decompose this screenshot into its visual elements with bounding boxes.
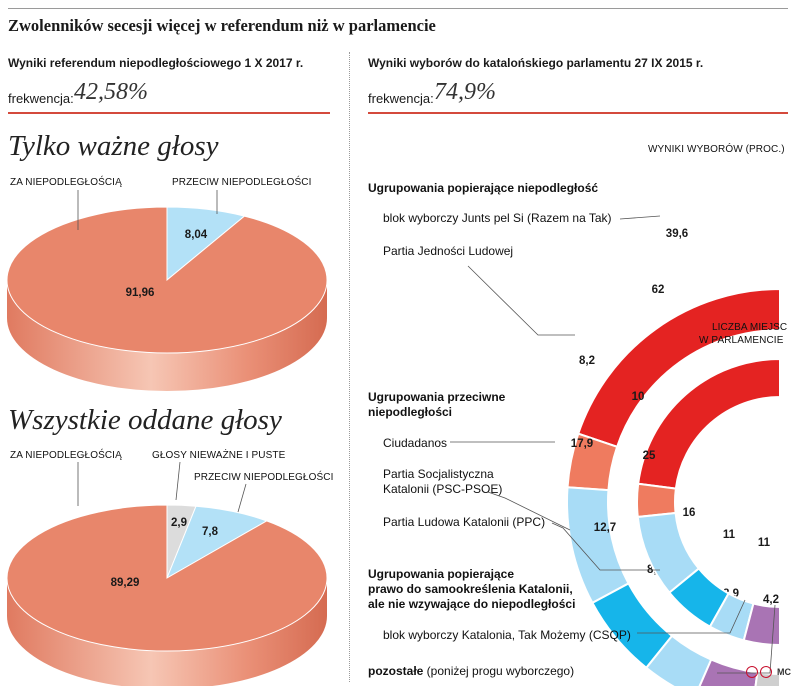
inner-ring-label-1: LICZBA MIEJSC (712, 322, 788, 333)
credit: MC (777, 667, 791, 677)
copyright-icon (760, 666, 772, 678)
right-red-rule (368, 112, 788, 114)
pie1-value-1: 91,96 (126, 287, 155, 299)
pie1-value-0: 8,04 (185, 229, 208, 241)
pie-valid-votes: 8,04 91,96 (6, 206, 328, 391)
left-subtitle: Wyniki referendum niepodległościowego 1 … (8, 56, 304, 70)
party-ppc-label: Partia Ludowa Katalonii (PPC) (383, 515, 546, 529)
party-csqp-label: blok wyborczy Katalonia, Tak Możemy (CSQ… (383, 628, 631, 642)
party-cup-label: Partia Jedności Ludowej (383, 244, 514, 258)
pie-all-votes: 2,9 7,8 89,29 (6, 504, 328, 686)
pie1-yes-label: ZA NIEPODLEGŁOŚCIĄ (10, 177, 122, 188)
party-jxsi-label: blok wyborczy Junts pel Si (Razem na Tak… (383, 211, 612, 225)
pie-leader-3 (175, 461, 181, 501)
pie2-value-2: 89,29 (111, 577, 140, 589)
inner-value-0: 62 (652, 284, 665, 296)
outer-value-6: 4,2 (763, 594, 779, 606)
outer-ring-label: WYNIKI WYBORÓW (PROC.) (648, 144, 785, 155)
right-turnout-value: 74,9% (434, 79, 496, 105)
group-other: pozostałe (poniżej progu wyborczego) (368, 664, 574, 678)
pie2-invalid-label: GŁOSY NIEWAŻNE I PUSTE (152, 450, 286, 461)
pie1-no-label: PRZECIW NIEPODLEGŁOŚCI (172, 177, 312, 188)
inner-segment-5 (742, 602, 781, 647)
pie2-no-label: PRZECIW NIEPODLEGŁOŚCI (194, 472, 334, 483)
pie2-value-0: 2,9 (171, 517, 187, 529)
inner-value-1: 10 (632, 391, 645, 403)
inner-value-3: 16 (683, 507, 696, 519)
pie1-slice-1 (6, 206, 328, 354)
party-psc-label-1: Partia Socjalistyczna (383, 467, 494, 481)
outer-segment-2 (566, 486, 630, 605)
group-third-3: ale nie wzywające do niepodległości (368, 597, 576, 611)
section-valid-title: Tylko ważne głosy (8, 130, 219, 162)
inner-ring-label-2: W PARLAMENCIE (699, 335, 784, 346)
pie-leader-4 (237, 483, 247, 513)
pie2-side (7, 578, 327, 686)
outer-value-0: 39,6 (666, 228, 688, 240)
page-title: Zwolenników secesji więcej w referendum … (8, 16, 436, 35)
ring-leader-3 (487, 491, 571, 531)
inner-value-4: 11 (723, 529, 736, 541)
top-rule (8, 8, 788, 9)
group-other-bold: pozostałe (368, 664, 424, 678)
pie-charts-left: 8,04 91,96 2,9 7,8 89,29 (6, 190, 328, 686)
party-psc-label-2: Katalonii (PSC-PSOE) (383, 482, 503, 496)
group-pro: Ugrupowania popierające niepodległość (368, 181, 599, 195)
group-third-1: Ugrupowania popierające (368, 567, 515, 581)
outer-value-2: 17,9 (571, 438, 593, 450)
pie2-value-1: 7,8 (202, 526, 219, 538)
group-against-1: Ugrupowania przeciwne (368, 390, 506, 404)
inner-value-5: 11 (758, 537, 771, 549)
left-turnout-label: frekwencja: (8, 91, 74, 106)
pie-leader-lines (77, 190, 247, 513)
pie2-slice-2 (6, 504, 328, 652)
outer-value-3: 12,7 (594, 522, 616, 534)
cc-icon (746, 666, 758, 678)
section-all-title: Wszystkie oddane głosy (8, 404, 282, 436)
ring-leader-5 (637, 599, 746, 634)
right-turnout-label: frekwencja: (368, 91, 434, 106)
party-cs-label: Ciudadanos (383, 436, 448, 450)
left-red-rule (8, 112, 330, 114)
ring-leader-4 (551, 522, 660, 571)
ring-leader-1 (467, 265, 575, 336)
group-against-2: niepodległości (368, 405, 453, 419)
group-other-rest: (poniżej progu wyborczego) (423, 664, 575, 678)
ring-leader-0 (619, 215, 661, 220)
left-turnout-value: 42,58% (74, 79, 148, 105)
credit-block: MC (746, 666, 791, 678)
inner-value-2: 25 (643, 450, 656, 462)
ring-leader-lines (450, 215, 776, 674)
inner-segment-1 (636, 482, 677, 519)
group-third-2: prawo do samookreślenia Katalonii, (368, 582, 573, 596)
outer-value-1: 8,2 (579, 355, 595, 367)
right-subtitle: Wyniki wyborów do katalońskiego parlamen… (368, 56, 704, 70)
column-divider (349, 52, 350, 682)
pie1-side (7, 280, 327, 391)
pie2-yes-label: ZA NIEPODLEGŁOŚCIĄ (10, 450, 122, 461)
